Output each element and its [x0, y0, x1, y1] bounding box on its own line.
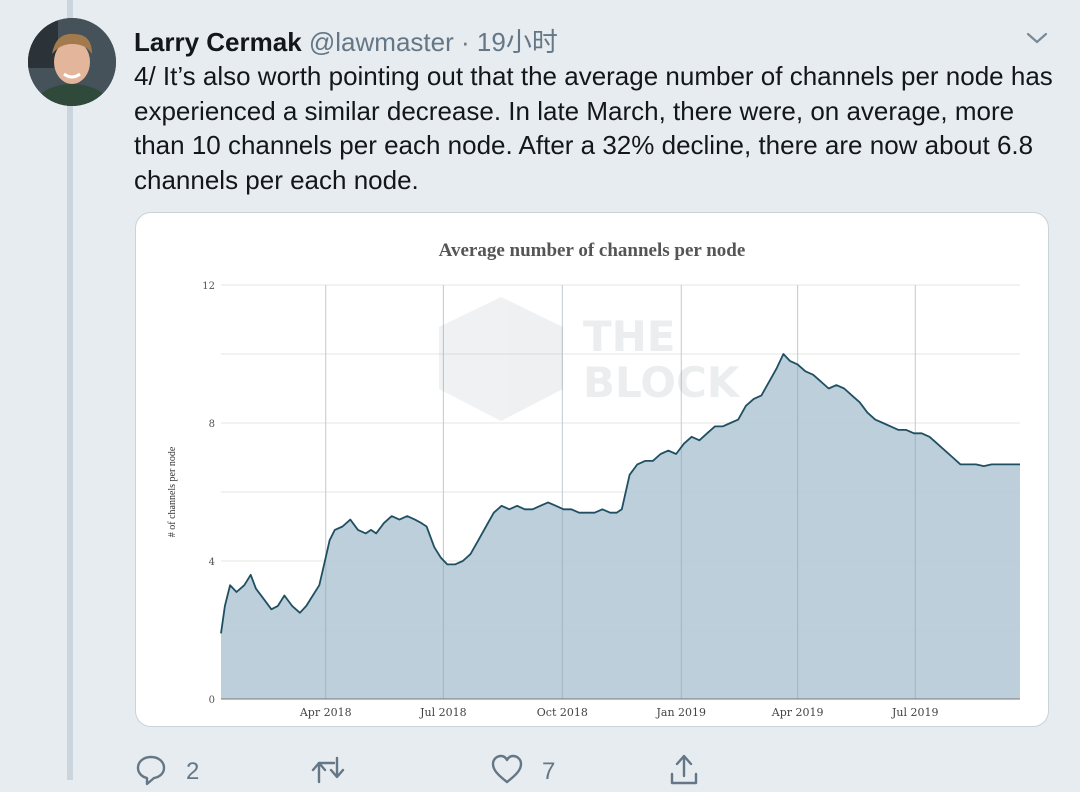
x-tick-label: Apr 2018	[299, 706, 352, 719]
y-tick-label: 0	[209, 695, 215, 706]
reply-button[interactable]: 2	[134, 752, 199, 792]
reply-count: 2	[186, 758, 200, 785]
chart-title: Average number of channels per node	[439, 240, 746, 261]
x-tick-label: Jul 2019	[891, 706, 939, 719]
watermark-text: BLOCK	[583, 358, 741, 407]
watermark-logo-icon	[439, 297, 563, 421]
y-tick-label: 12	[202, 281, 215, 292]
x-tick-label: Oct 2018	[537, 706, 588, 719]
retweet-button[interactable]	[310, 752, 364, 792]
like-count: 7	[542, 758, 556, 785]
series-line	[220, 353, 1020, 634]
chart-card[interactable]: THE BLOCK 0 4 8 12 Apr 2018 Jul 2018 Oct 2018 Jan…	[135, 212, 1049, 727]
thread-line	[67, 0, 73, 780]
x-tick-label: Jan 2019	[655, 706, 706, 719]
share-icon	[670, 754, 698, 785]
watermark-text: THE	[583, 312, 676, 361]
x-tick-label: Jul 2018	[419, 706, 467, 719]
like-button[interactable]: 7	[490, 752, 555, 792]
reply-icon	[136, 755, 166, 786]
y-axis-label: # of channels per node	[167, 446, 178, 537]
series-area	[221, 354, 1020, 699]
tweet-actions: 2 7	[134, 752, 834, 792]
tweet-header: Larry Cermak @lawmaster · 19小时	[134, 22, 558, 57]
y-tick-label: 4	[209, 557, 215, 568]
timestamp[interactable]: 19小时	[476, 27, 558, 57]
author-name[interactable]: Larry Cermak	[134, 27, 302, 57]
separator-dot: ·	[461, 27, 470, 57]
y-tick-label: 8	[209, 419, 215, 430]
retweet-icon	[311, 756, 345, 784]
x-tick-label: Apr 2019	[771, 706, 824, 719]
tweet-text: 4/ It’s also worth pointing out that the…	[134, 61, 1053, 195]
share-button[interactable]	[667, 752, 701, 792]
chevron-down-icon[interactable]	[1022, 26, 1052, 50]
author-handle[interactable]: @lawmaster	[308, 27, 454, 57]
avatar[interactable]	[28, 18, 116, 106]
like-icon	[491, 754, 523, 784]
